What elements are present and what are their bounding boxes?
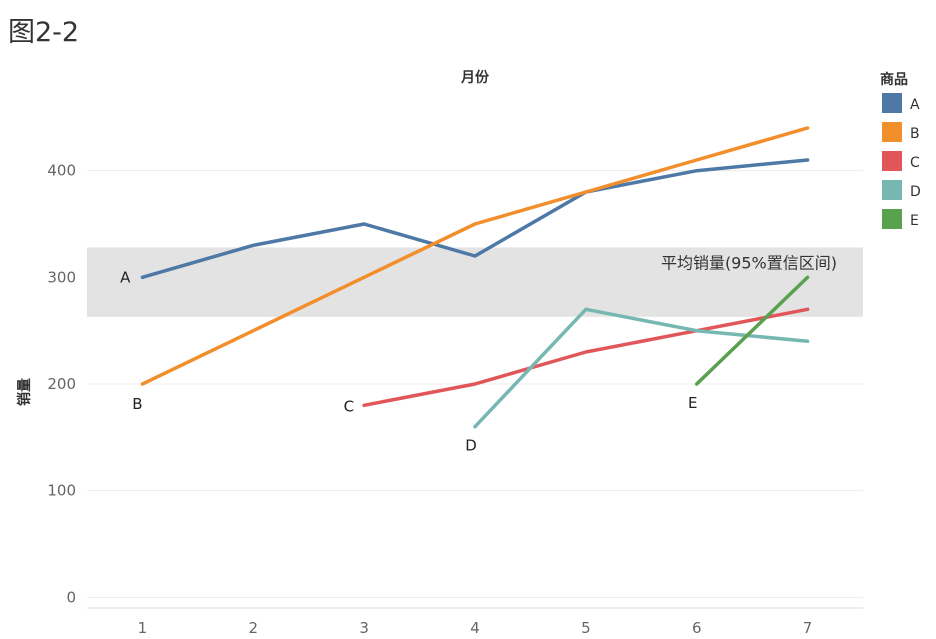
x-axis-title: 月份 [460,69,490,86]
legend-swatch-D [882,180,902,200]
series-line-D [473,307,810,429]
y-tick-label-300: 300 [47,268,76,286]
x-tick-label-1: 1 [138,619,148,637]
legend-label-A: A [910,97,920,113]
y-tick-label-200: 200 [47,375,76,393]
y-tick-label-400: 400 [47,162,76,180]
x-tick-label-6: 6 [692,619,702,637]
legend-swatch-E [882,209,902,229]
legend-swatch-A [882,93,902,113]
confidence-band-label: 平均销量(95%置信区间) [661,253,837,272]
x-tick-label-4: 4 [470,619,480,637]
series-lines: A B C D E [120,126,810,455]
y-tick-label-0: 0 [66,588,76,606]
series-start-label-E: E [688,394,697,412]
confidence-band: 平均销量(95%置信区间) [87,247,863,317]
series-start-label-C: C [344,397,354,415]
figure-label: 图2-2 [8,17,80,48]
y-tick-label-100: 100 [47,482,76,500]
x-tick-label-3: 3 [359,619,369,637]
legend-label-B: B [910,126,920,142]
x-tick-label-2: 2 [249,619,259,637]
x-tick-label-7: 7 [803,619,813,637]
series-start-label-D: D [465,437,477,455]
legend-swatch-B [882,122,902,142]
legend-label-C: C [910,155,920,171]
series-line-C [362,307,810,408]
legend-swatch-C [882,151,902,171]
series-start-label-B: B [132,395,142,413]
series-start-label-A: A [120,268,131,286]
legend-label-E: E [910,213,919,229]
legend-label-D: D [910,184,921,200]
series-line-E [694,275,810,386]
y-axis-title: 销量 [16,378,33,406]
series-line-A [140,158,810,280]
x-tick-label-5: 5 [581,619,591,637]
series-line-B [140,126,810,386]
confidence-band-rect [87,247,863,317]
legend-title: 商品 [880,71,908,88]
